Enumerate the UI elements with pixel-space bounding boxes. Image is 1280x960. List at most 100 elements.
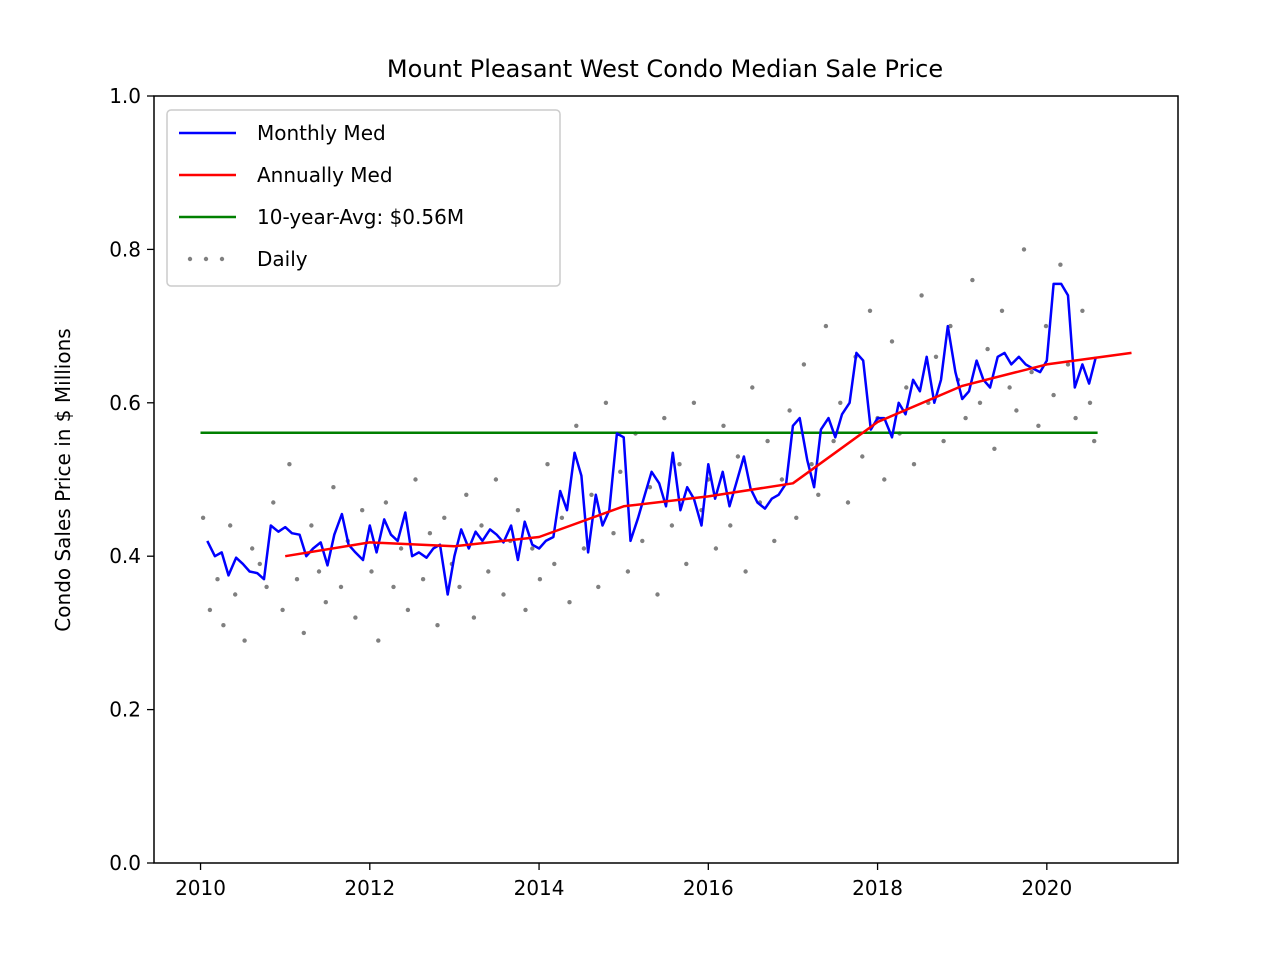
daily-point (1073, 415, 1078, 421)
daily-point (860, 454, 865, 459)
y-tick-label: 0.0 (109, 851, 141, 875)
daily-point (669, 523, 675, 528)
daily-point (250, 546, 255, 551)
legend-label: 10-year-Avg: $0.56M (257, 205, 464, 229)
daily-point (611, 531, 616, 536)
daily-point (200, 515, 206, 520)
daily-point (904, 385, 909, 390)
daily-point (933, 354, 939, 359)
daily-point (794, 515, 799, 520)
daily-point (405, 607, 411, 613)
daily-point (596, 584, 601, 590)
legend-label: Monthly Med (257, 121, 386, 145)
x-axis: 2010 2012 2014 2016 2018 2020 (175, 863, 1072, 900)
daily-point (999, 308, 1005, 313)
daily-point (1080, 308, 1085, 313)
daily-point (442, 515, 447, 520)
x-tick-label: 2010 (175, 876, 226, 900)
daily-point (845, 500, 851, 505)
daily-point (977, 400, 983, 405)
daily-point (515, 508, 521, 513)
legend: Monthly Med Annually Med 10-year-Avg: $0.5… (166, 109, 561, 287)
daily-point (889, 339, 895, 344)
daily-point (567, 600, 572, 605)
daily-point (435, 623, 440, 628)
legend-label: Daily (257, 247, 308, 271)
legend-label: Annually Med (257, 163, 393, 187)
daily-point (603, 400, 609, 405)
daily-point (1007, 385, 1012, 390)
daily-point (221, 623, 226, 628)
x-tick-label: 2014 (514, 876, 565, 900)
daily-point (721, 423, 726, 428)
y-tick-label: 0.6 (109, 391, 141, 415)
daily-point (1058, 262, 1063, 267)
daily-point (1087, 400, 1093, 405)
daily-point (816, 492, 821, 497)
daily-point (838, 400, 843, 405)
daily-point (1029, 369, 1034, 375)
daily-point (735, 454, 741, 459)
daily-point (779, 477, 785, 482)
daily-point (486, 569, 491, 574)
daily-point (787, 408, 792, 413)
daily-point (1021, 247, 1027, 252)
daily-point (530, 546, 535, 551)
daily-point (823, 323, 829, 329)
daily-point (574, 423, 579, 428)
daily-point (338, 584, 344, 590)
daily-point (523, 607, 528, 613)
y-tick-label: 1.0 (109, 84, 141, 108)
daily-point (271, 500, 276, 505)
daily-point (684, 561, 689, 567)
daily-point (376, 638, 381, 643)
daily-point (662, 415, 667, 421)
daily-point (831, 438, 836, 444)
y-tick-label: 0.2 (109, 698, 141, 722)
daily-point (228, 523, 233, 528)
y-axis-label: Condo Sales Price in $ Millions (51, 328, 75, 631)
daily-point (809, 462, 814, 467)
x-tick-label: 2012 (344, 876, 395, 900)
y-tick-label: 0.4 (109, 544, 141, 568)
daily-point (353, 615, 358, 620)
annually-med-line (284, 351, 1132, 558)
daily-point (391, 584, 396, 590)
daily-point (545, 462, 550, 467)
daily-point (552, 561, 557, 567)
daily-point (294, 577, 300, 582)
daily-point (427, 531, 433, 536)
daily-point (677, 462, 682, 467)
x-tick-label: 2016 (683, 876, 734, 900)
daily-point (287, 462, 292, 467)
daily-point (233, 592, 238, 597)
daily-point (589, 492, 594, 497)
daily-point (537, 577, 543, 582)
daily-point (316, 569, 322, 574)
daily-point (1014, 408, 1019, 413)
daily-point (309, 523, 314, 528)
daily-point (1036, 423, 1041, 428)
plot-frame (153, 95, 1179, 864)
legend-box (166, 109, 561, 287)
y-axis: 0.0 0.2 0.4 0.6 0.8 1.0 (109, 84, 154, 875)
daily-point (963, 415, 968, 421)
daily-point (242, 638, 247, 643)
daily-point (882, 477, 887, 482)
daily-point (413, 477, 418, 482)
legend-marker-daily (187, 256, 193, 262)
daily-point (919, 293, 924, 298)
daily-point (215, 577, 220, 582)
x-tick-label: 2018 (852, 876, 903, 900)
daily-point (691, 400, 697, 405)
daily-point (360, 508, 365, 513)
daily-point (383, 500, 389, 505)
daily-point (867, 308, 873, 313)
monthly-med-line (206, 282, 1098, 596)
daily-point (280, 607, 285, 613)
daily-point (655, 592, 660, 597)
daily-point (257, 561, 262, 567)
daily-point (559, 515, 565, 520)
daily-point (1065, 362, 1071, 367)
